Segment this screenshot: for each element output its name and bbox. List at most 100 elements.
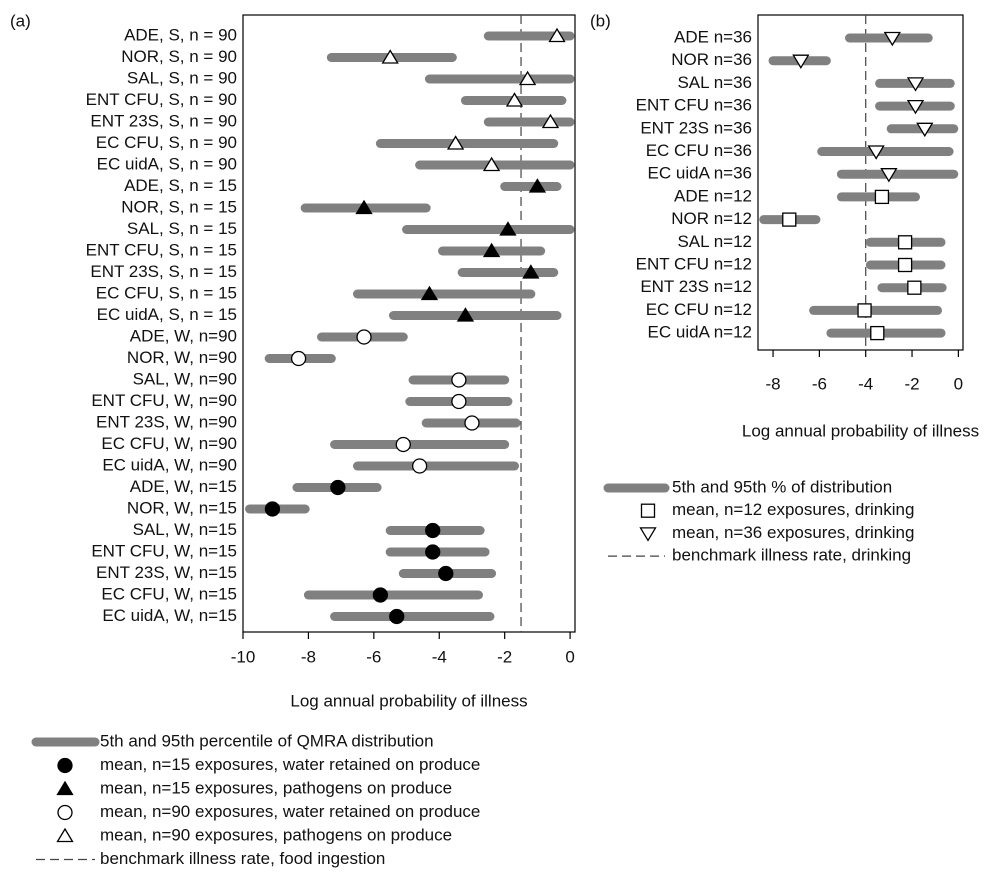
category-label: NOR, W, n=15 bbox=[127, 498, 237, 517]
mean-marker bbox=[518, 70, 537, 86]
category-label: SAL, S, n = 90 bbox=[127, 68, 237, 87]
legend-label: benchmark illness rate, food ingestion bbox=[100, 849, 385, 868]
mean-marker bbox=[411, 458, 428, 474]
category-label: ENT 23S, W, n=15 bbox=[96, 563, 237, 582]
mean-marker bbox=[451, 372, 467, 388]
mean-marker bbox=[446, 135, 465, 150]
category-label: ENT 23S, W, n=90 bbox=[96, 412, 237, 431]
category-label: EC uidA, W, n=90 bbox=[102, 455, 237, 474]
mean-marker bbox=[425, 544, 441, 560]
category-label: SAL, S, n = 15 bbox=[127, 219, 237, 238]
panel-label: (a) bbox=[10, 11, 31, 30]
mean-marker bbox=[857, 303, 872, 318]
category-label: SAL, W, n=90 bbox=[133, 369, 237, 388]
category-label: EC CFU, S, n = 15 bbox=[96, 283, 237, 302]
mean-marker bbox=[395, 436, 411, 453]
mean-marker bbox=[482, 242, 501, 258]
category-label: ENT CFU n=12 bbox=[636, 254, 752, 273]
mean-marker bbox=[640, 503, 656, 518]
category-label: ENT CFU, W, n=15 bbox=[91, 541, 237, 560]
category-label: ADE, W, n=90 bbox=[130, 326, 237, 345]
mean-marker bbox=[464, 415, 480, 431]
mean-marker bbox=[264, 501, 281, 517]
mean-marker bbox=[522, 264, 540, 279]
category-label: ADE, W, n=15 bbox=[130, 477, 237, 496]
category-label: EC CFU, S, n = 90 bbox=[96, 133, 237, 152]
x-tick-label: -6 bbox=[812, 374, 827, 393]
mean-marker bbox=[372, 587, 389, 603]
category-label: NOR, W, n=90 bbox=[127, 348, 237, 367]
mean-marker bbox=[438, 565, 454, 582]
category-label: SAL n=12 bbox=[677, 232, 752, 251]
mean-marker bbox=[505, 92, 524, 107]
legend-label: mean, n=90 exposures, pathogens on produ… bbox=[100, 825, 452, 844]
x-tick-label: -4 bbox=[432, 647, 447, 666]
category-label: ENT 23S, S, n = 90 bbox=[90, 111, 237, 130]
mean-marker bbox=[548, 27, 566, 43]
mean-marker bbox=[897, 257, 913, 273]
category-label: EC uidA n=12 bbox=[648, 323, 752, 342]
panel-label: (b) bbox=[590, 11, 611, 30]
mean-marker bbox=[883, 31, 901, 47]
mean-marker bbox=[482, 156, 501, 172]
mean-marker bbox=[874, 189, 890, 205]
x-tick-label: -4 bbox=[858, 374, 873, 393]
category-label: EC uidA, S, n = 15 bbox=[97, 305, 237, 324]
category-label: NOR n=36 bbox=[671, 50, 752, 69]
plot-frame bbox=[242, 14, 576, 633]
legend-label: mean, n=36 exposures, drinking bbox=[672, 523, 914, 542]
mean-marker bbox=[867, 145, 885, 160]
category-label: NOR, S, n = 15 bbox=[121, 197, 237, 216]
x-tick-label: -10 bbox=[231, 647, 256, 666]
mean-marker bbox=[356, 329, 372, 345]
legend-label: 5th and 95th % of distribution bbox=[672, 477, 892, 496]
mean-marker bbox=[330, 479, 346, 496]
category-label: ADE n=36 bbox=[674, 27, 752, 46]
mean-marker bbox=[541, 113, 560, 129]
category-label: NOR n=12 bbox=[671, 209, 752, 228]
legend-label: mean, n=15 exposures, water retained on … bbox=[100, 755, 480, 774]
x-tick-label: -8 bbox=[765, 374, 780, 393]
mean-marker bbox=[381, 49, 399, 64]
x-axis-label: Log annual probability of illness bbox=[742, 421, 979, 440]
legend-label: mean, n=15 exposures, pathogens on produ… bbox=[100, 778, 452, 797]
legend-label: 5th and 95th percentile of QMRA distribu… bbox=[100, 731, 434, 750]
category-label: EC uidA n=36 bbox=[648, 164, 752, 183]
legend-label: mean, n=90 exposures, water retained on … bbox=[100, 802, 480, 821]
mean-marker bbox=[56, 780, 74, 796]
category-label: EC uidA, W, n=15 bbox=[102, 606, 237, 625]
mean-marker bbox=[425, 522, 441, 539]
category-label: SAL, W, n=15 bbox=[133, 520, 237, 539]
x-axis-label: Log annual probability of illness bbox=[290, 691, 527, 710]
legend-label: benchmark illness rate, drinking bbox=[672, 546, 911, 565]
mean-marker bbox=[792, 54, 810, 69]
legend-label: mean, n=12 exposures, drinking bbox=[672, 500, 914, 519]
mean-marker bbox=[782, 212, 797, 227]
category-label: EC CFU, W, n=90 bbox=[101, 434, 237, 453]
category-label: ADE, S, n = 90 bbox=[124, 25, 237, 44]
category-label: ENT CFU, W, n=90 bbox=[91, 391, 237, 410]
category-label: ENT CFU, S, n = 15 bbox=[86, 240, 237, 259]
mean-marker bbox=[897, 235, 913, 250]
x-tick-label: -2 bbox=[497, 647, 512, 666]
mean-marker bbox=[57, 757, 73, 774]
category-label: ENT CFU n=36 bbox=[636, 96, 752, 115]
mean-marker bbox=[906, 99, 925, 115]
category-label: EC uidA, S, n = 90 bbox=[97, 154, 237, 173]
category-label: ENT 23S n=12 bbox=[640, 277, 752, 296]
mean-marker bbox=[870, 325, 885, 341]
plot-frame bbox=[757, 14, 964, 351]
x-tick-label: 0 bbox=[565, 647, 574, 666]
category-label: ADE n=12 bbox=[674, 186, 752, 205]
x-tick-label: -2 bbox=[904, 374, 919, 393]
x-tick-label: -8 bbox=[301, 647, 316, 666]
mean-marker bbox=[451, 393, 467, 410]
category-label: ENT 23S, S, n = 15 bbox=[90, 262, 237, 281]
mean-marker bbox=[56, 827, 74, 843]
category-label: EC CFU, W, n=15 bbox=[101, 584, 237, 603]
mean-marker bbox=[906, 77, 925, 92]
mean-marker bbox=[355, 199, 373, 215]
mean-marker bbox=[389, 608, 405, 625]
